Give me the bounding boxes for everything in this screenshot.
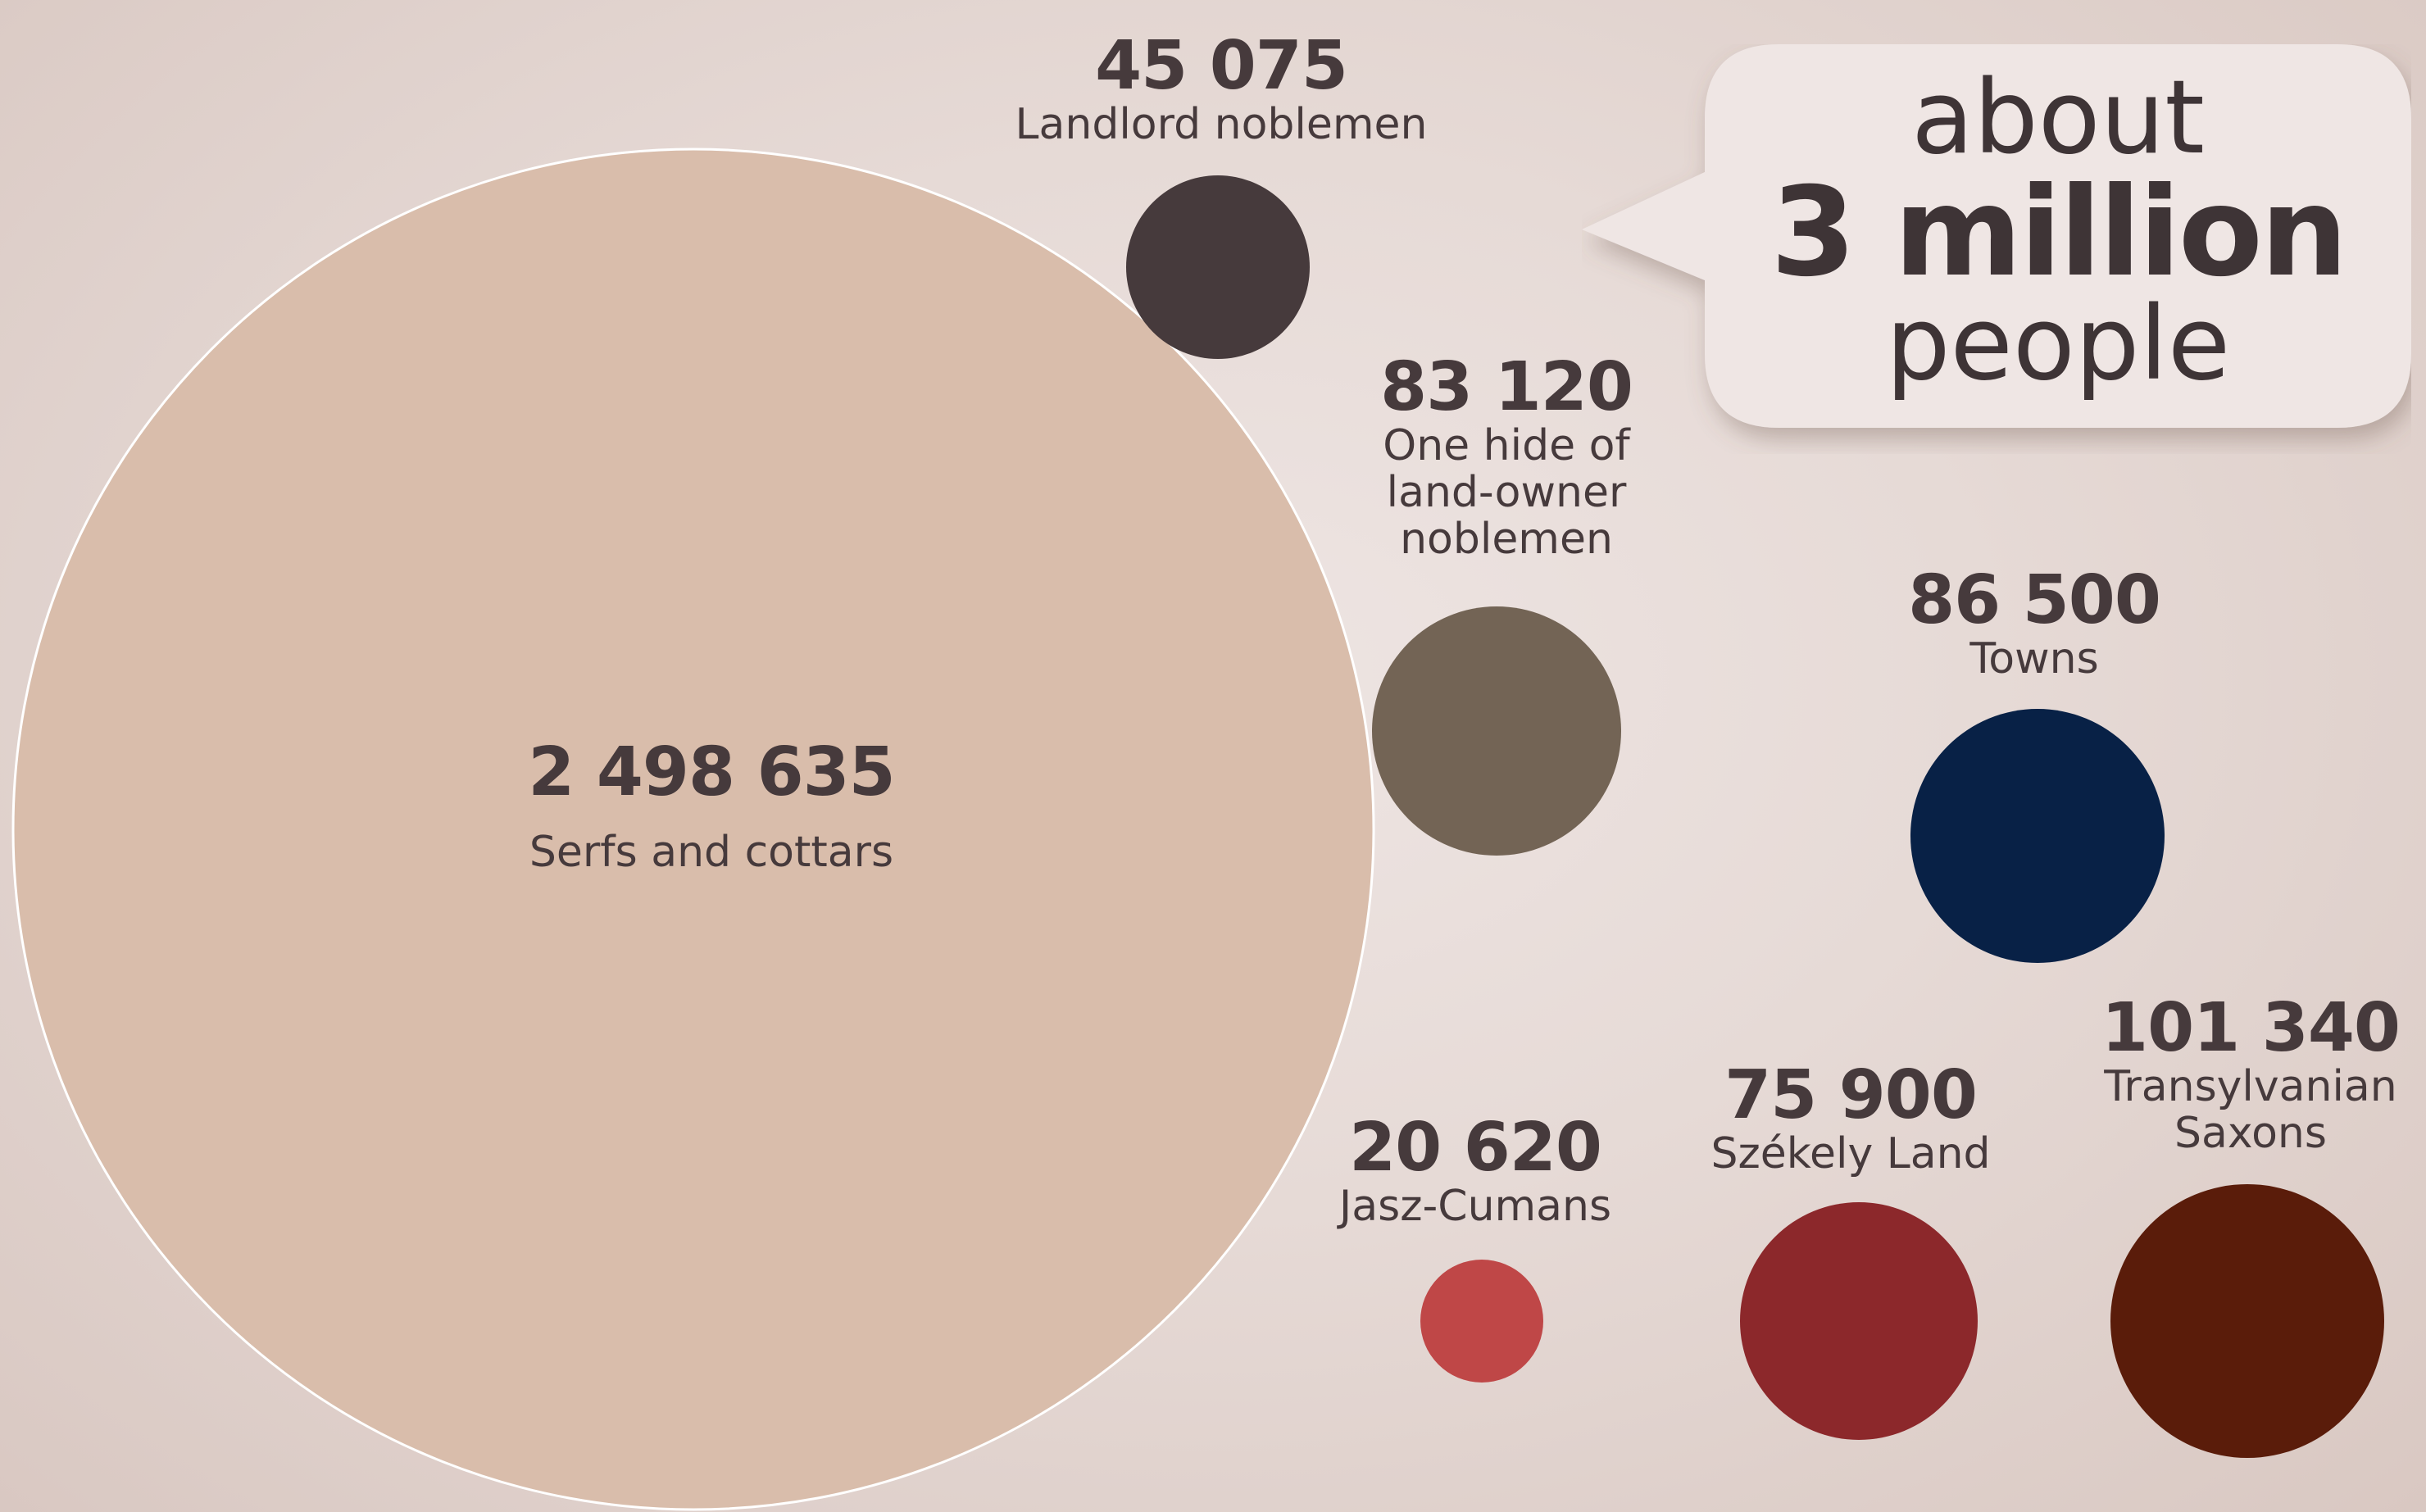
bubble-serfs <box>11 148 1375 1511</box>
bubble-jasz <box>1420 1260 1543 1383</box>
value-towns: 86 500 <box>1908 561 2161 639</box>
total-callout: about 3 million people <box>1582 44 2411 428</box>
value-szekely: 75 900 <box>1724 1056 1978 1134</box>
bubble-szekely <box>1740 1202 1978 1440</box>
caption-landlord: 45 075 Landlord noblemen <box>1015 27 1428 150</box>
label-saxons: Transylvanian Saxons <box>2104 1062 2397 1159</box>
caption-towns: 86 500 Towns <box>1908 561 2161 684</box>
value-saxons: 101 340 <box>2101 989 2401 1067</box>
bubble-towns <box>1910 709 2165 963</box>
caption-serfs: 2 498 635 Serfs and cottars <box>528 733 895 878</box>
bubble-landlord <box>1126 175 1310 359</box>
value-serfs: 2 498 635 <box>528 733 895 811</box>
callout-shape <box>1582 44 2411 428</box>
bubble-onehide <box>1372 606 1621 856</box>
label-towns: Towns <box>1969 634 2099 684</box>
caption-saxons: 101 340 Transylvanian Saxons <box>2101 989 2401 1159</box>
caption-onehide: 83 120 One hide of land-owner noblemen <box>1380 352 1633 564</box>
label-szekely: Székely Land <box>1710 1129 1991 1179</box>
caption-szekely: 75 900 Székely Land <box>1710 1060 1990 1178</box>
label-jasz: Jasz-Cumans <box>1338 1182 1612 1232</box>
value-onehide: 83 120 <box>1380 348 1633 426</box>
value-jasz: 20 620 <box>1349 1109 1602 1187</box>
label-onehide: One hide of land-owner noblemen <box>1383 421 1630 565</box>
value-landlord: 45 075 <box>1095 27 1348 105</box>
callout-line-total: 3 million <box>1770 161 2347 304</box>
callout-line-people: people <box>1885 285 2231 403</box>
label-serfs: Serfs and cottars <box>529 828 894 878</box>
callout-line-about: about <box>1911 59 2205 177</box>
caption-jasz: 20 620 Jasz-Cumans <box>1338 1109 1612 1232</box>
label-landlord: Landlord noblemen <box>1015 100 1428 150</box>
bubble-saxons <box>2110 1184 2384 1458</box>
